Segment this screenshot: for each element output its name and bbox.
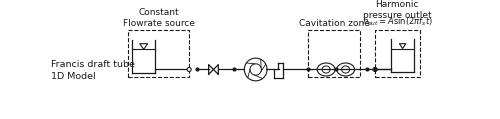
Text: Cavitation zone: Cavitation zone <box>298 19 370 28</box>
Text: Constant
Flowrate source: Constant Flowrate source <box>122 8 194 28</box>
Circle shape <box>373 67 377 72</box>
Bar <box>308 30 360 77</box>
Bar <box>375 30 420 77</box>
Text: Harmonic
pressure outlet: Harmonic pressure outlet <box>363 0 432 20</box>
Text: $h_{out} = A\sin(2\pi f_s t)$: $h_{out} = A\sin(2\pi f_s t)$ <box>362 16 433 28</box>
Circle shape <box>187 67 191 72</box>
Text: Francis draft tube
1D Model: Francis draft tube 1D Model <box>51 60 135 81</box>
Bar <box>128 30 189 77</box>
